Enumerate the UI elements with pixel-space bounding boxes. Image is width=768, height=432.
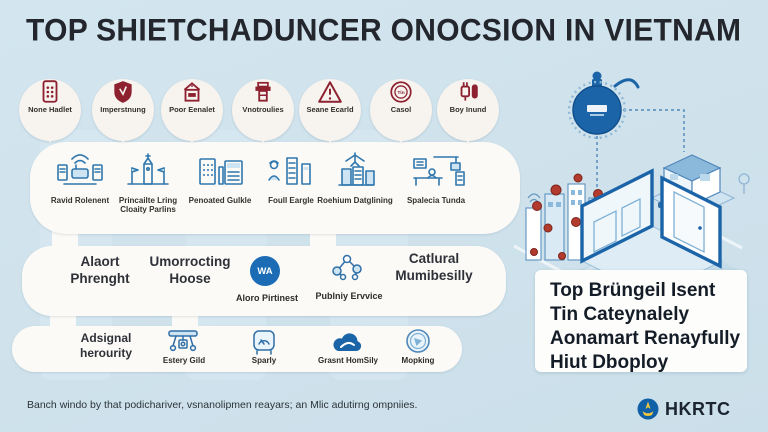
service-label: Spalecia Tunda	[406, 196, 466, 205]
service-label: Princailte Lring Cloaity Parlins	[118, 196, 178, 214]
storefront-icon	[183, 82, 201, 102]
info-card-line: Aonamart Renayfully	[550, 328, 741, 349]
info-card-line: Tin Cateynalely	[550, 304, 690, 325]
crane-workspace-icon	[413, 156, 465, 186]
coin-icon	[406, 329, 430, 353]
drone-icon	[168, 330, 198, 352]
top-circle: Boy Inund	[437, 72, 499, 150]
info-card: Top Brüngeil Isent Tin Cateynalely Aonam…	[535, 270, 747, 373]
plane-city-icon	[338, 152, 375, 186]
top-circle: Poor Eenalet	[161, 72, 223, 150]
bubble-tail	[323, 132, 337, 143]
text-block-catlural: Catlural Mumibesilly	[395, 251, 473, 283]
router-wifi-icon	[57, 154, 103, 185]
isometric-city-illustration	[513, 71, 750, 302]
top-circle-label: Poor Eenalet	[169, 105, 215, 114]
plug-icon	[460, 82, 478, 101]
stopwatch-icon	[567, 71, 640, 140]
church-flags-icon	[127, 153, 169, 185]
info-card-line: Hiut Dboploy	[550, 352, 669, 373]
top-circle-label: Imperstnung	[100, 105, 146, 114]
top-circle-label: Seane Ecarld	[306, 105, 354, 114]
warning-triangle-icon	[318, 81, 342, 103]
market-counter-icon	[255, 81, 271, 102]
service-label: Ravid Rolenent	[50, 196, 110, 205]
calculator-icon	[42, 80, 58, 103]
top-circle: Imperstnung	[92, 72, 154, 150]
bubble-tail	[461, 132, 475, 143]
bubble-tail	[185, 132, 199, 143]
calculator-panel-icon	[199, 158, 243, 185]
service-item: Spalecia Tunda	[390, 150, 482, 205]
shield-icon	[114, 81, 132, 103]
stamp-circle-icon: Tin	[390, 81, 412, 103]
drone-label: Estery Gild	[162, 356, 206, 365]
molecule-label: Publniy Ervvice	[315, 291, 383, 301]
bubble-tail	[256, 132, 270, 143]
cloud-label: Grasnt HomSily	[317, 356, 378, 365]
service-item: Princailte Lring Cloaity Parlins	[102, 150, 194, 214]
top-circle-label: None Hadlet	[28, 105, 72, 114]
service-item: Ravid Rolenent	[34, 150, 126, 205]
top-circle-label: Casol	[390, 105, 412, 114]
text-block-alaort: Alaort Phrenght	[70, 254, 130, 286]
cloud-icon	[333, 333, 362, 352]
top-circle: Vnotroulies	[232, 72, 294, 150]
gauge-label: Sparly	[251, 356, 277, 365]
service-item: Foull Eargle	[245, 150, 337, 205]
person-towers-icon	[268, 157, 311, 185]
top-circle: Tin Casol	[370, 72, 432, 150]
molecule-icon	[332, 254, 362, 281]
svg-text:Tin: Tin	[397, 90, 404, 96]
footer-caption: Banch windo by that podichariver, vsnano…	[27, 399, 418, 411]
service-label: Foull Eargle	[268, 196, 314, 205]
wa-badge-icon: WA	[250, 256, 280, 286]
service-item: Penoated Gulkle	[174, 150, 266, 205]
service-item: Roehium Datglining	[309, 150, 401, 205]
top-circle: None Hadlet	[19, 72, 81, 150]
gauge-icon	[253, 330, 275, 355]
service-label: Penoated Gulkle	[188, 196, 252, 205]
bottom-band	[12, 326, 462, 372]
info-card-line: Top Brüngeil Isent	[550, 280, 716, 301]
service-label: Roehium Datglining	[317, 196, 393, 205]
coin-label: Mopking	[401, 356, 435, 365]
hkrtc-logo-icon	[637, 398, 659, 420]
brand-logo-text: HKRTC	[665, 398, 731, 419]
text-block-adsignal: Adsignal herourity	[79, 331, 132, 360]
top-circle: Seane Ecarld	[299, 72, 361, 150]
text-block-umorrocting: Umorrocting Hoose	[149, 254, 231, 286]
bubble-tail	[116, 132, 130, 143]
page-title: TOP SHIETCHADUNCER ONOCSION IN VIETNAM	[26, 13, 742, 48]
top-circle-label: Boy Inund	[449, 105, 487, 114]
brand-logo: HKRTC	[637, 398, 731, 420]
top-circle-label: Vnotroulies	[242, 105, 284, 114]
bubble-tail	[43, 132, 57, 143]
bubble-tail	[394, 132, 408, 143]
wa-badge-label: Aloro Pirtinest	[235, 293, 298, 303]
